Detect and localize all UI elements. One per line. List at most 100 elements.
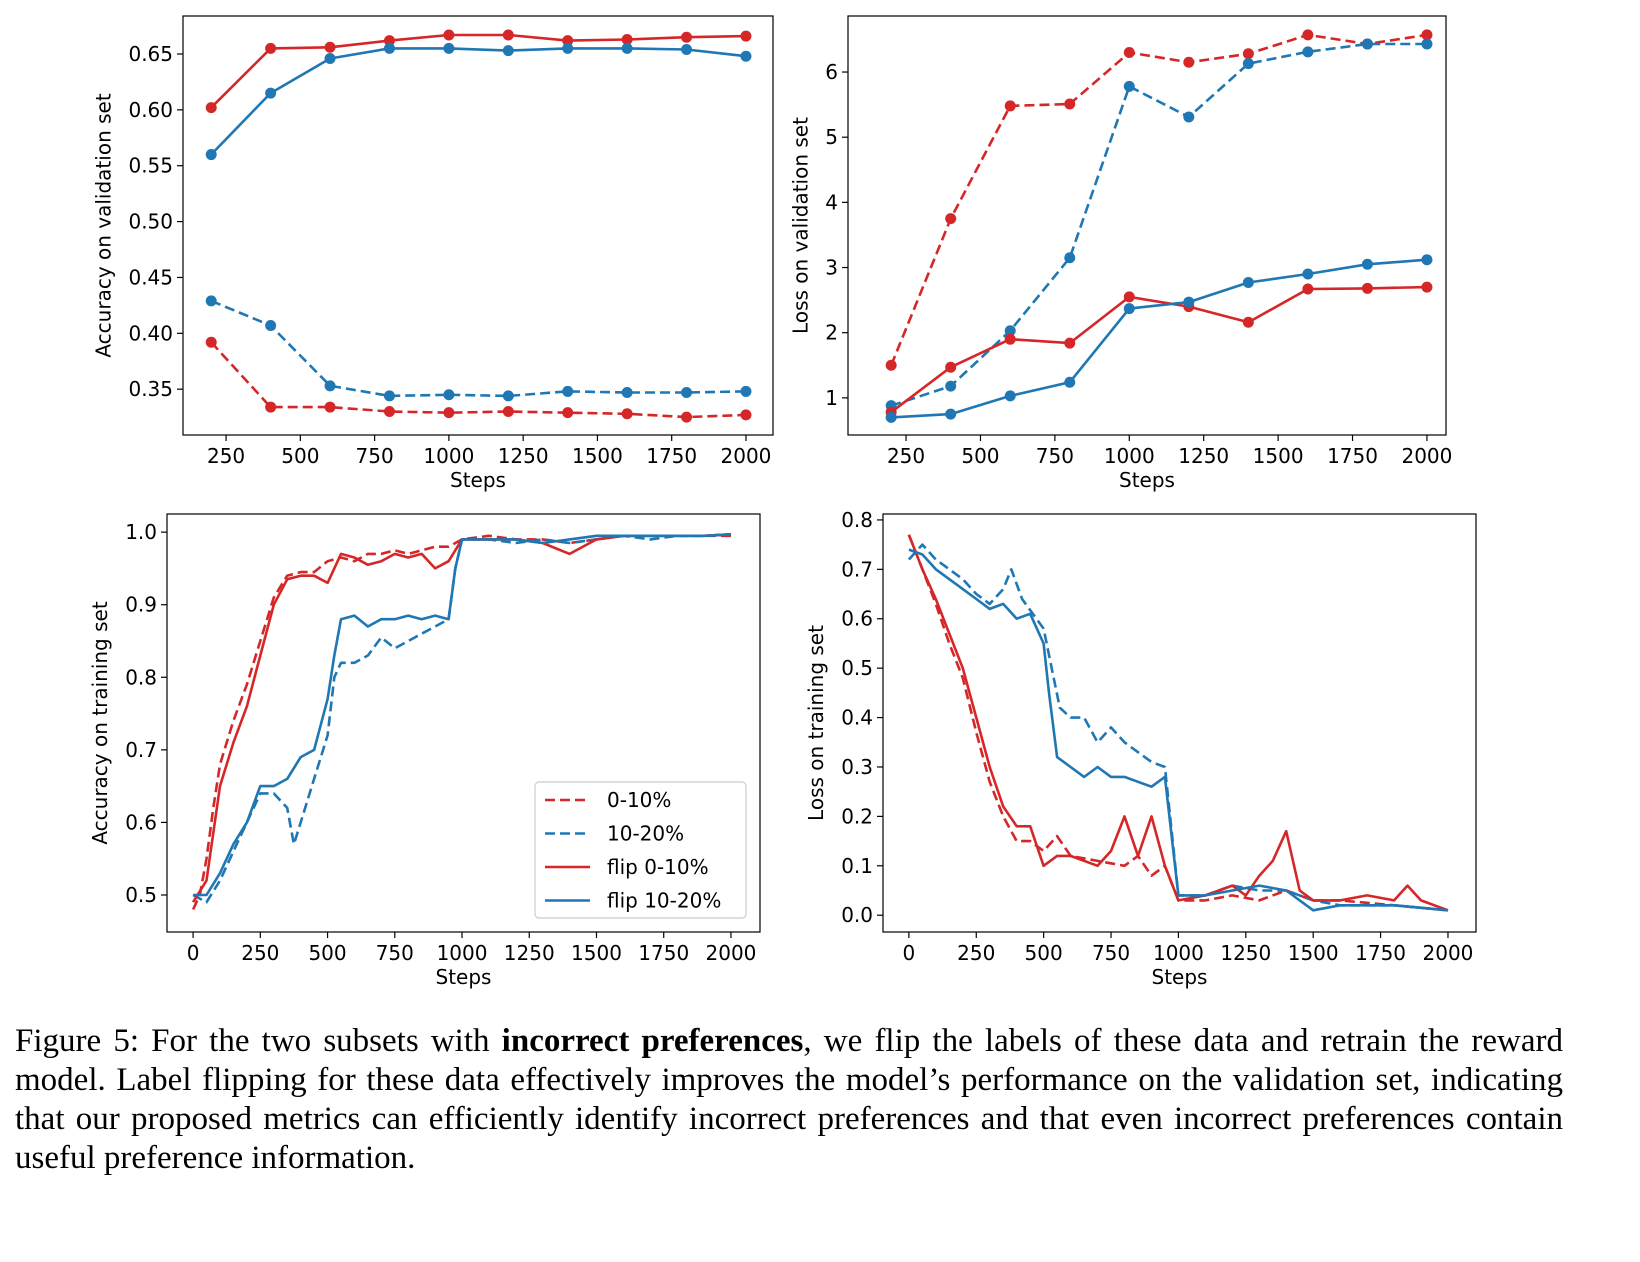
plot-area: [191, 533, 732, 911]
x-tick-label: 750: [356, 444, 394, 468]
x-tick-label: 0: [903, 941, 916, 965]
series-line-0-10-: [907, 534, 1449, 912]
y-tick-label: 0.4: [841, 706, 873, 730]
data-point: [562, 42, 574, 54]
data-point: [205, 336, 217, 348]
data-point: [740, 385, 752, 397]
data-point: [324, 52, 336, 64]
x-tick-label: 2000: [706, 941, 757, 965]
data-point: [621, 42, 633, 54]
y-tick-label: 0.5: [125, 883, 157, 907]
x-tick-label: 2000: [721, 444, 772, 468]
data-point: [562, 35, 574, 47]
axes-frame: [882, 513, 1477, 933]
data-point: [1064, 376, 1076, 388]
data-point: [324, 41, 336, 53]
data-point: [1064, 337, 1076, 349]
x-tick-label: 750: [376, 941, 414, 965]
y-tick-label: 0.0: [841, 903, 873, 927]
series-line-flip-0-10-: [890, 285, 1427, 414]
data-point: [1421, 254, 1433, 266]
x-tick-label: 2000: [1401, 444, 1452, 468]
series-line-flip-10-20-: [210, 47, 747, 156]
data-point: [205, 295, 217, 307]
plot-area: [885, 29, 1433, 423]
y-tick-label: 2: [825, 321, 838, 345]
data-point: [740, 50, 752, 62]
data-point: [443, 29, 455, 41]
y-tick-label: 0.45: [128, 265, 173, 289]
y-tick-label: 0.3: [841, 755, 873, 779]
y-tick-label: 0.60: [128, 98, 173, 122]
data-point: [383, 406, 395, 418]
x-tick-label: 1250: [498, 444, 549, 468]
x-tick-label: 500: [961, 444, 999, 468]
data-point: [1302, 268, 1314, 280]
series-line-10-20-: [210, 299, 747, 398]
x-tick-label: 250: [207, 444, 245, 468]
subplot-train-acc: 0 250 500 750 1000 1250 1500 1750 2000 0.5 0.6 0.7 0…: [88, 513, 761, 989]
caption-prefix: Figure 5: For the two subsets with: [15, 1023, 502, 1059]
data-point: [1004, 100, 1016, 112]
series-line-flip-0-10-: [210, 33, 747, 109]
x-axis-label: Steps: [450, 468, 506, 492]
x-tick-label: 0: [187, 941, 200, 965]
y-tick-label: 0.7: [841, 557, 873, 581]
y-tick-label: 0.8: [125, 665, 157, 689]
data-point: [945, 380, 957, 392]
data-point: [265, 87, 277, 99]
series-line-flip-10-20-: [193, 533, 732, 897]
plot-area: [205, 29, 752, 423]
data-point: [1183, 111, 1195, 123]
series-line-0-10-: [191, 534, 731, 911]
series-line-0-10-: [210, 341, 747, 419]
x-tick-label: 1250: [1220, 941, 1271, 965]
data-point: [1242, 58, 1254, 70]
x-tick-label: 1500: [571, 941, 622, 965]
series-line-10-20-: [192, 533, 732, 904]
subplot-val-acc: 250 500 750 1000 1250 1500 1750 2000 0.35 0.40 0.4…: [91, 15, 774, 492]
data-point: [1421, 29, 1433, 41]
data-point: [621, 387, 633, 399]
caption-bold: incorrect preferences: [501, 1023, 804, 1059]
data-point: [205, 102, 217, 114]
data-point: [1064, 252, 1076, 264]
y-axis-label: Loss on validation set: [788, 117, 812, 334]
data-point: [1242, 277, 1254, 289]
data-point: [1004, 390, 1016, 402]
data-point: [1361, 282, 1373, 294]
x-tick-label: 1750: [1355, 941, 1406, 965]
subplot-val-loss: 250 500 750 1000 1250 1500 1750 2000 1 2 3 4 5 6 Steps…: [788, 15, 1452, 492]
data-point: [1123, 80, 1135, 92]
x-tick-label: 250: [887, 444, 925, 468]
data-point: [945, 213, 957, 225]
data-point: [443, 389, 455, 401]
data-point: [621, 33, 633, 45]
data-point: [502, 406, 514, 418]
data-point: [1421, 38, 1433, 50]
subplot-train-loss: 0 250 500 750 1000 1250 1500 1750 2000 0.0 0.1 0.2 0…: [804, 508, 1477, 989]
data-point: [324, 380, 336, 392]
figure-caption: Figure 5: For the two subsets with incor…: [15, 1022, 1563, 1178]
y-tick-label: 3: [825, 256, 838, 280]
x-tick-label: 1750: [1327, 444, 1378, 468]
data-point: [681, 44, 693, 56]
data-point: [1361, 258, 1373, 270]
data-point: [740, 30, 752, 42]
legend: 0-10% 10-20% flip 0-10% flip 10-20%: [534, 781, 747, 919]
data-point: [1361, 38, 1373, 50]
axes-frame: [847, 15, 1447, 436]
x-tick-label: 1500: [1288, 941, 1339, 965]
series-line-10-20-: [907, 543, 1449, 912]
data-point: [740, 409, 752, 421]
x-tick-label: 1500: [572, 444, 623, 468]
figure: 250 500 750 1000 1250 1500 1750 20000.350.400.4…: [88, 15, 1477, 989]
data-point: [562, 385, 574, 397]
data-point: [265, 401, 277, 413]
series-line-10-20-: [890, 42, 1427, 407]
y-tick-label: 0.5: [841, 656, 873, 680]
data-point: [1242, 48, 1254, 60]
x-tick-label: 1250: [1178, 444, 1229, 468]
data-point: [1302, 29, 1314, 41]
y-tick-label: 0.50: [128, 210, 173, 234]
